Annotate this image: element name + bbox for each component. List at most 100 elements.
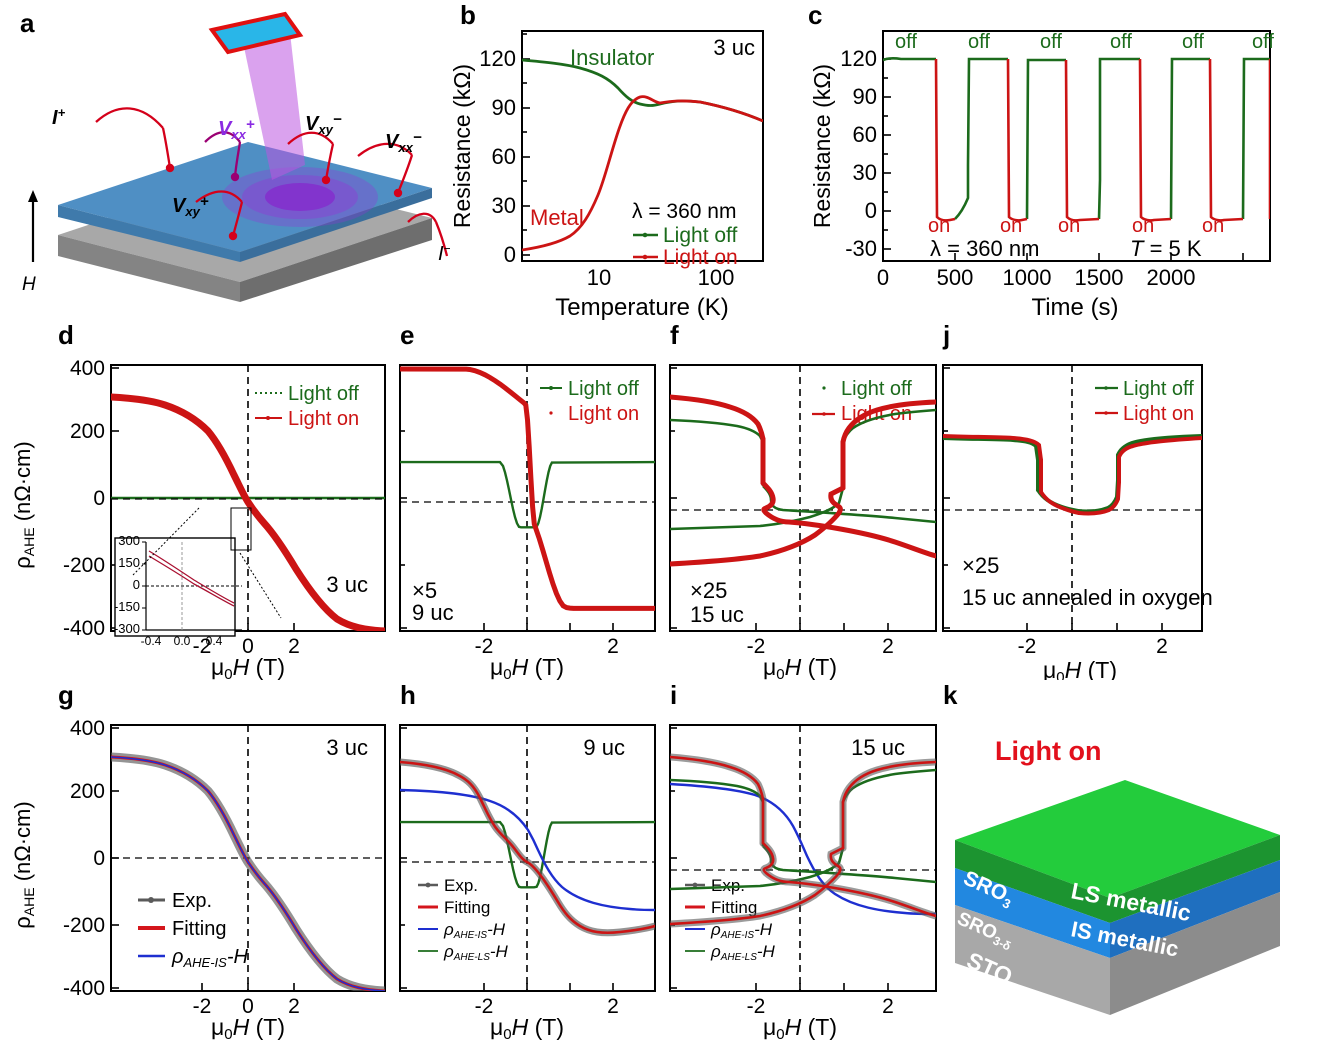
svg-text:I+: I+ — [52, 105, 66, 129]
svg-text:0: 0 — [133, 577, 140, 592]
svg-text:1500: 1500 — [1075, 265, 1124, 290]
svg-text:Light off: Light off — [568, 378, 639, 400]
svg-text:-2: -2 — [1018, 635, 1037, 658]
svg-text:λ = 360 nm: λ = 360 nm — [930, 236, 1039, 261]
svg-text:120: 120 — [479, 46, 516, 71]
svg-text:ρAHE (nΩ·cm): ρAHE (nΩ·cm) — [10, 441, 37, 568]
svg-text:0.4: 0.4 — [206, 634, 223, 648]
svg-text:300: 300 — [118, 533, 140, 548]
svg-text:-30: -30 — [845, 236, 877, 261]
svg-text:off: off — [1110, 31, 1132, 53]
svg-text:μ0H (T): μ0H (T) — [490, 1014, 564, 1043]
svg-text:400: 400 — [70, 717, 105, 740]
svg-text:9 uc: 9 uc — [583, 735, 625, 760]
svg-text:I−: I− — [438, 241, 450, 265]
svg-text:3 uc: 3 uc — [326, 572, 368, 597]
svg-text:Resistance (kΩ): Resistance (kΩ) — [450, 64, 475, 228]
svg-text:on: on — [1132, 215, 1154, 237]
svg-text:×25: ×25 — [690, 578, 727, 603]
svg-text:1000: 1000 — [1003, 265, 1052, 290]
svg-text:off: off — [1040, 31, 1062, 53]
svg-text:500: 500 — [937, 265, 974, 290]
svg-text:-400: -400 — [63, 617, 105, 640]
svg-text:Resistance (kΩ): Resistance (kΩ) — [809, 64, 835, 228]
svg-text:ρAHE-IS-H: ρAHE-IS-H — [443, 920, 506, 941]
svg-text:Light on: Light on — [568, 403, 639, 425]
svg-text:μ0H (T): μ0H (T) — [763, 1014, 837, 1043]
svg-text:Vxy−: Vxy− — [305, 111, 342, 137]
svg-text:-200: -200 — [63, 554, 105, 577]
svg-text:off: off — [1252, 31, 1274, 53]
svg-text:-300: -300 — [114, 621, 140, 636]
svg-text:Vxx+: Vxx+ — [218, 116, 255, 142]
svg-text:μ0H (T): μ0H (T) — [1043, 657, 1117, 680]
svg-text:ρAHE-LS-H: ρAHE-LS-H — [443, 942, 509, 963]
svg-text:-200: -200 — [63, 914, 105, 937]
svg-text:Light on: Light on — [1123, 403, 1194, 425]
svg-text:90: 90 — [853, 84, 877, 109]
svg-text:30: 30 — [492, 193, 516, 218]
svg-text:Light off: Light off — [841, 378, 912, 400]
svg-text:200: 200 — [70, 780, 105, 803]
svg-text:0: 0 — [93, 847, 105, 870]
svg-text:T = 5 K: T = 5 K — [1130, 236, 1202, 261]
svg-text:2: 2 — [882, 635, 894, 658]
svg-text:0: 0 — [504, 242, 516, 267]
svg-text:200: 200 — [70, 420, 105, 443]
svg-text:2000: 2000 — [1147, 265, 1196, 290]
svg-text:Light on: Light on — [663, 246, 738, 269]
svg-text:0: 0 — [877, 265, 889, 290]
svg-text:400: 400 — [70, 357, 105, 380]
svg-text:60: 60 — [492, 144, 516, 169]
svg-text:90: 90 — [492, 95, 516, 120]
svg-text:λ = 360 nm: λ = 360 nm — [632, 200, 736, 223]
svg-text:Light on: Light on — [288, 408, 359, 430]
svg-text:-0.4: -0.4 — [141, 634, 162, 648]
svg-text:15 uc: 15 uc — [690, 602, 744, 627]
svg-text:on: on — [1058, 215, 1080, 237]
svg-text:0.0: 0.0 — [174, 634, 191, 648]
svg-text:Fitting: Fitting — [172, 918, 226, 940]
svg-text:H: H — [22, 274, 36, 295]
svg-text:Exp.: Exp. — [172, 890, 212, 912]
svg-text:on: on — [1202, 215, 1224, 237]
svg-text:3 uc: 3 uc — [326, 735, 368, 760]
svg-text:2: 2 — [288, 635, 300, 658]
svg-text:ρAHE-LS-H: ρAHE-LS-H — [710, 942, 776, 963]
svg-text:2: 2 — [607, 995, 619, 1018]
svg-text:Metal: Metal — [530, 205, 584, 230]
svg-text:Exp.: Exp. — [444, 876, 478, 895]
svg-text:Fitting: Fitting — [444, 898, 490, 917]
svg-text:Time (s): Time (s) — [1031, 294, 1118, 320]
svg-text:on: on — [1000, 215, 1022, 237]
svg-text:Light off: Light off — [288, 383, 359, 405]
svg-text:Light on: Light on — [995, 736, 1101, 766]
svg-text:150: 150 — [118, 555, 140, 570]
svg-text:Light off: Light off — [663, 224, 738, 247]
svg-text:0: 0 — [93, 487, 105, 510]
svg-text:2: 2 — [882, 995, 894, 1018]
svg-text:on: on — [928, 215, 950, 237]
svg-text:-400: -400 — [63, 977, 105, 1000]
svg-text:15 uc annealed in oxygen: 15 uc annealed in oxygen — [962, 585, 1213, 610]
svg-text:μ0H (T): μ0H (T) — [211, 1014, 285, 1043]
svg-text:μ0H (T): μ0H (T) — [763, 654, 837, 680]
svg-text:60: 60 — [853, 122, 877, 147]
svg-text:2: 2 — [288, 995, 300, 1018]
svg-text:×25: ×25 — [962, 553, 999, 578]
svg-text:ρAHE (nΩ·cm): ρAHE (nΩ·cm) — [10, 801, 37, 928]
svg-text:μ0H (T): μ0H (T) — [211, 654, 285, 680]
svg-text:off: off — [1182, 31, 1204, 53]
svg-text:-2: -2 — [193, 995, 212, 1018]
svg-text:Insulator: Insulator — [570, 45, 654, 70]
svg-text:Vxx−: Vxx− — [385, 129, 422, 155]
svg-text:9 uc: 9 uc — [412, 600, 454, 625]
svg-text:Light off: Light off — [1123, 378, 1194, 400]
svg-text:off: off — [895, 31, 917, 53]
svg-text:3 uc: 3 uc — [713, 35, 755, 60]
svg-text:2: 2 — [1156, 635, 1168, 658]
svg-text:-150: -150 — [114, 599, 140, 614]
svg-text:ρAHE-IS-H: ρAHE-IS-H — [171, 946, 248, 970]
svg-text:30: 30 — [853, 160, 877, 185]
svg-text:10: 10 — [587, 265, 611, 290]
